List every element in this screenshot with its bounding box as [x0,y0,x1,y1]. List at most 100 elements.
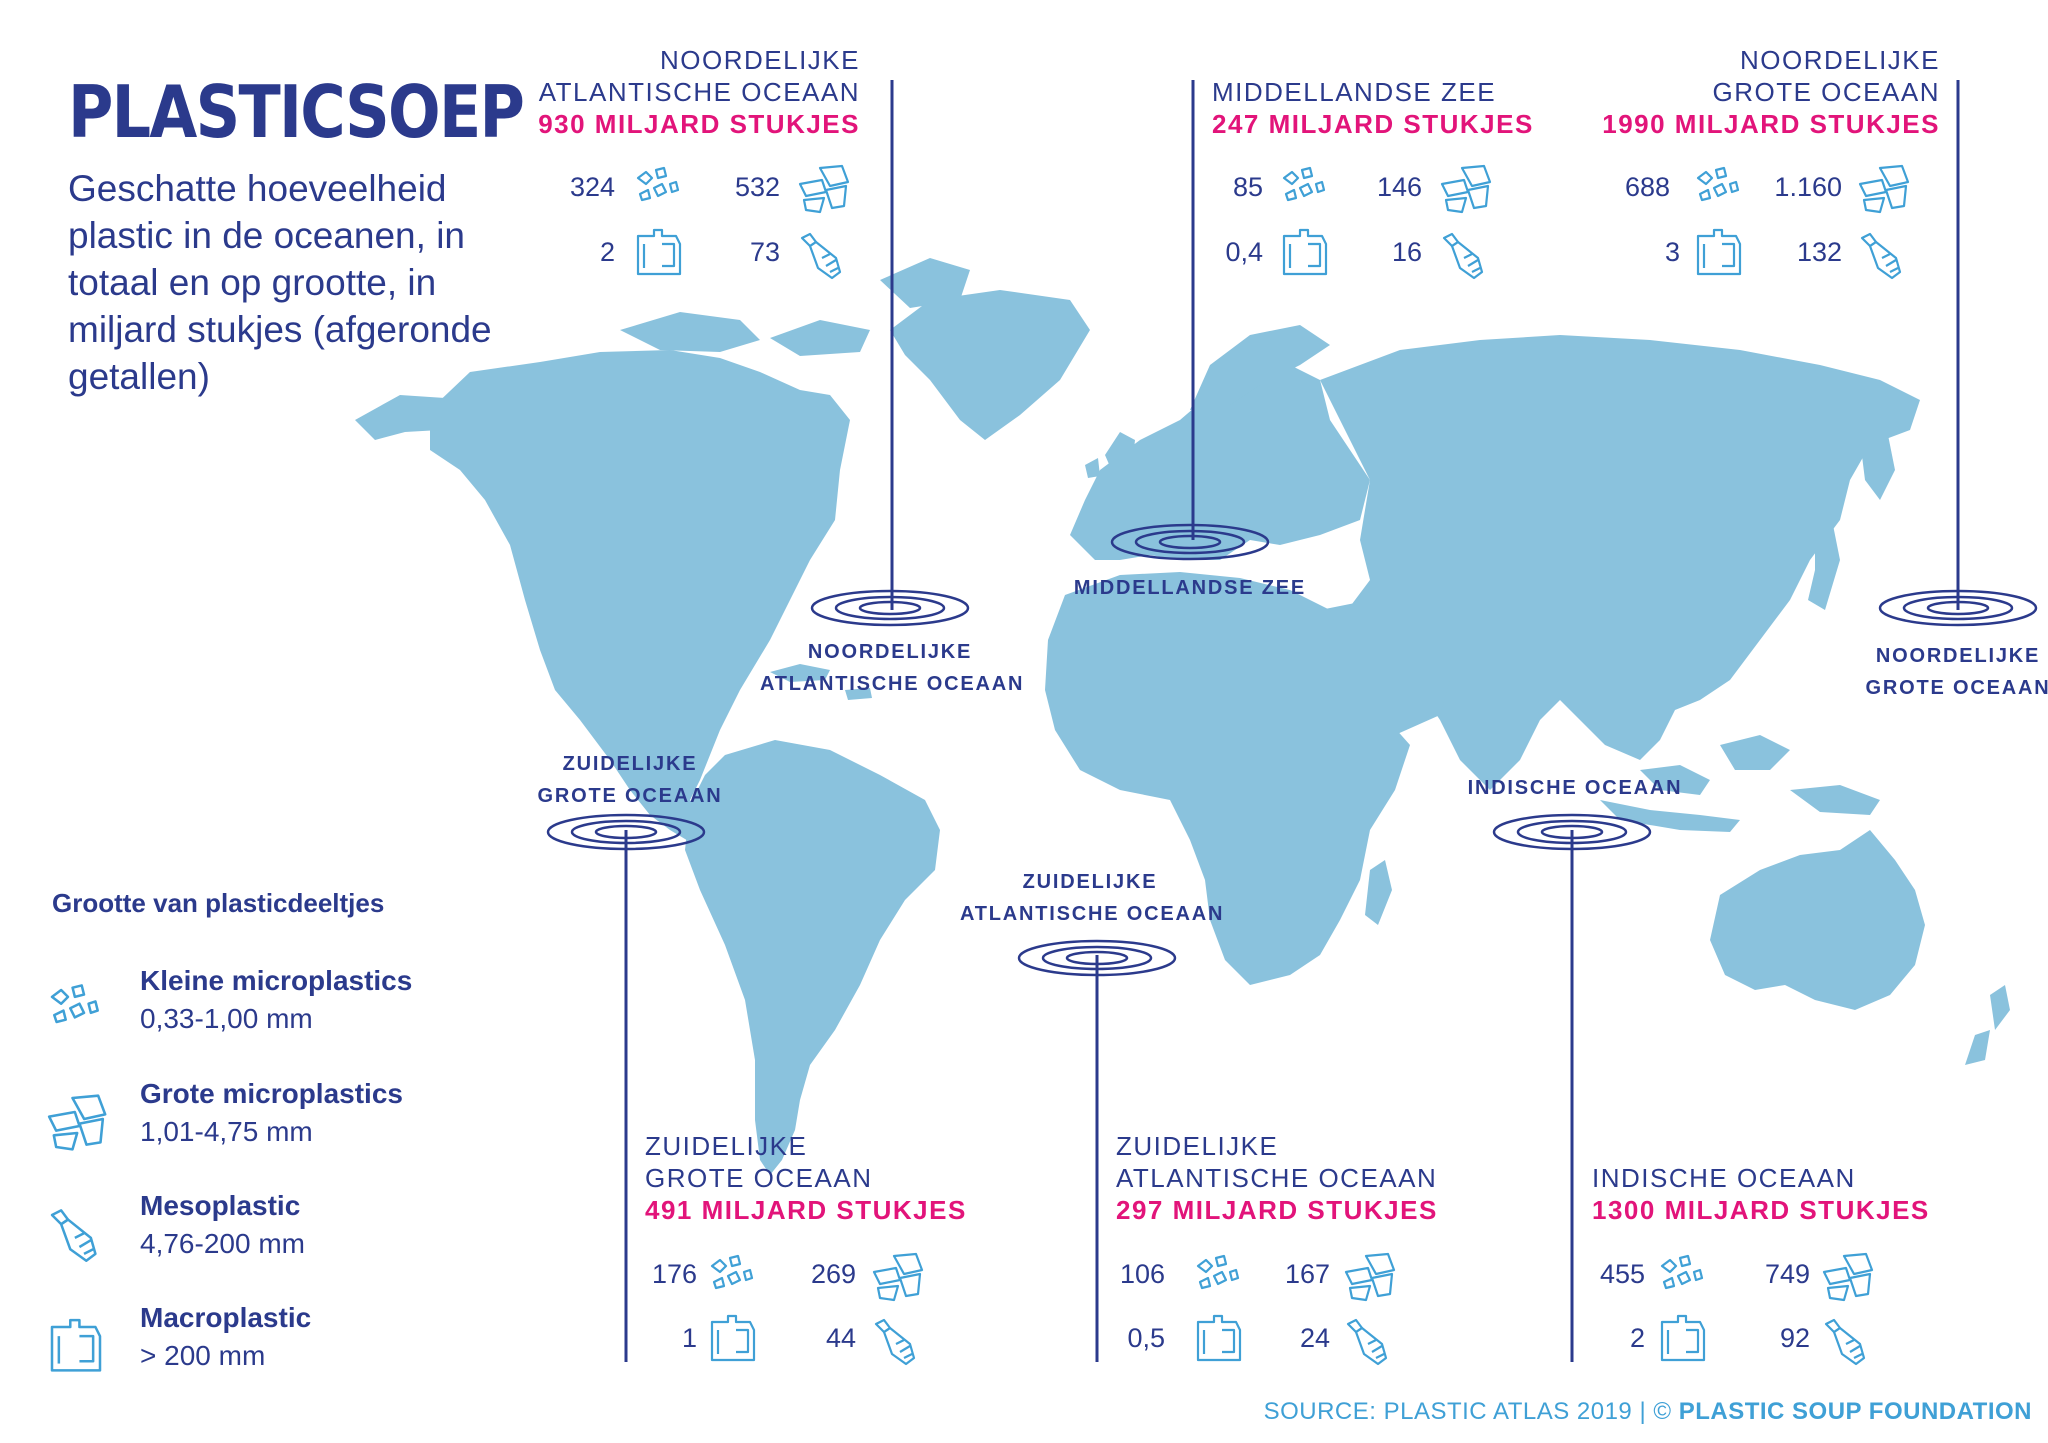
map-label-north-pacific: NOORDELIJKE GROTE OCEAAN [1848,640,2048,704]
stat-macroplastic: 2 [599,237,615,267]
arctic-islands [620,258,970,356]
gyre-north-atlantic [810,589,970,627]
stat-small-microplastics: 688 [1624,172,1670,202]
large-microplastics-icon [1344,1252,1396,1302]
mesoplastic-bottle-icon [50,1209,97,1262]
large-microplastics-icon [872,1252,924,1302]
scandinavia [1190,325,1330,410]
map-label-line1: NOORDELIJKE [807,641,973,663]
small-microplastics-icon [1196,1254,1240,1290]
stat-large-microplastics: 167 [1284,1259,1330,1289]
gyre-rings [546,523,2038,977]
region-block-south-pacific: ZUIDELIJKE GROTE OCEAAN 491 MILJARD STUK… [645,1130,1005,1226]
region-total: 297 MILJARD STUKJES [1116,1195,1438,1225]
region-name-line2: INDISCHE OCEAAN [1592,1163,1856,1193]
madagascar [1365,860,1392,925]
map-label-line2: MIDDELLANDSE ZEE [1073,577,1307,599]
map-label-line2: ATLANTISCHE OCEAAN [960,903,1225,925]
map-label-mediterranean: MIDDELLANDSE ZEE [1060,572,1320,604]
stat-macroplastic: 0,5 [1127,1323,1165,1353]
legend-item-size: 4,76-200 mm [140,1228,305,1259]
asia [1320,335,1920,790]
legend-item-mesoplastic: Mesoplastic 4,76-200 mm [36,1190,456,1280]
gyre-north-pacific [1878,589,2038,627]
region-total: 930 MILJARD STUKJES [538,109,860,139]
region-name-line1 [1212,44,1572,76]
stat-large-microplastics: 146 [1376,172,1422,202]
small-microplastics-icon [1282,166,1326,202]
map-label-line1: ZUIDELIJKE [1022,871,1158,893]
stat-mesoplastic: 92 [1779,1323,1810,1353]
mesoplastic-bottle-icon [1860,232,1902,280]
map-label-line1: ZUIDELIJKE [562,753,698,775]
stat-mesoplastic: 16 [1391,237,1422,267]
legend-item-small-microplastics: Kleine microplastics 0,33-1,00 mm [36,965,456,1055]
gyre-south-atlantic [1017,939,1177,977]
stat-large-microplastics: 532 [734,172,780,202]
africa [1045,572,1410,985]
stat-macroplastic: 0,4 [1225,237,1263,267]
page-subtitle: Geschatte hoeveelheid plastic in de ocea… [68,168,492,397]
macroplastic-jerrycan-icon [1196,1314,1242,1362]
stat-small-microplastics: 85 [1232,172,1263,202]
legend-item-name: Macroplastic [140,1302,312,1333]
region-name-line2: ATLANTISCHE OCEAAN [1116,1163,1438,1193]
region-block-mediterranean: MIDDELLANDSE ZEE 247 MILJARD STUKJES [1212,44,1572,140]
greenland [890,290,1090,440]
arabia [1320,600,1450,735]
region-name-line1: NOORDELIJKE [660,45,860,75]
page-title: PLASTICSOEP [68,70,525,154]
macroplastic-jerrycan-icon [636,228,682,276]
mesoplastic-bottle-icon [800,232,842,280]
region-block-indian: INDISCHE OCEAAN 1300 MILJARD STUKJES [1592,1130,1952,1226]
legend-item-large-microplastics: Grote microplastics 1,01-4,75 mm [36,1078,456,1168]
stat-mesoplastic: 24 [1299,1323,1330,1353]
macroplastic-jerrycan-icon [1696,228,1742,276]
australia [1710,830,1925,1010]
macroplastic-jerrycan-icon [50,1318,102,1372]
stat-small-microplastics: 106 [1119,1259,1165,1289]
map-label-south-pacific: ZUIDELIJKE GROTE OCEAAN [520,748,740,812]
macroplastic-jerrycan-icon [710,1314,756,1362]
stat-macroplastic: 1 [681,1323,697,1353]
source-organization: PLASTIC SOUP FOUNDATION [1678,1398,2032,1425]
map-label-line1: NOORDELIJKE [1875,645,2041,667]
south-america [685,740,940,1175]
caribbean [770,664,872,700]
stat-mesoplastic: 73 [749,237,780,267]
small-microplastics-icon [710,1254,754,1290]
region-name-line2: MIDDELLANDSE ZEE [1212,77,1497,107]
stat-mesoplastic: 44 [825,1323,856,1353]
mesoplastic-bottle-icon [874,1318,916,1366]
small-microplastics-icon [50,984,99,1024]
indonesia [1600,735,1880,832]
legend-item-size: 0,33-1,00 mm [140,1003,313,1034]
continents [355,258,2010,1175]
region-total: 1990 MILJARD STUKJES [1602,109,1940,139]
leader-lines [624,80,1960,1362]
region-name-line2: GROTE OCEAAN [645,1163,873,1193]
kamchatka [1860,420,1895,500]
region-name-line2: GROTE OCEAAN [1712,77,1940,107]
europe [1070,365,1370,560]
large-microplastics-icon [47,1094,107,1151]
region-name-line2: ATLANTISCHE OCEAAN [538,77,860,107]
map-label-line2: ATLANTISCHE OCEAAN [760,673,1025,695]
legend-item-name: Grote microplastics [140,1078,403,1109]
stat-small-microplastics: 176 [651,1259,697,1289]
stat-mesoplastic: 132 [1796,237,1842,267]
region-name-line1: ZUIDELIJKE [645,1131,808,1161]
mesoplastic-bottle-icon [1442,232,1484,280]
stat-large-microplastics: 269 [810,1259,856,1289]
north-america [430,350,850,865]
legend-item-size: 1,01-4,75 mm [140,1116,313,1147]
legend-item-macroplastic: Macroplastic > 200 mm [36,1302,456,1392]
stat-small-microplastics: 324 [569,172,615,202]
stat-macroplastic: 3 [1664,237,1680,267]
large-microplastics-icon [1440,164,1492,214]
legend-item-name: Mesoplastic [140,1190,301,1221]
map-label-south-atlantic: ZUIDELIJKE ATLANTISCHE OCEAAN [960,866,1225,930]
gyre-mediterranean [1110,523,1270,561]
